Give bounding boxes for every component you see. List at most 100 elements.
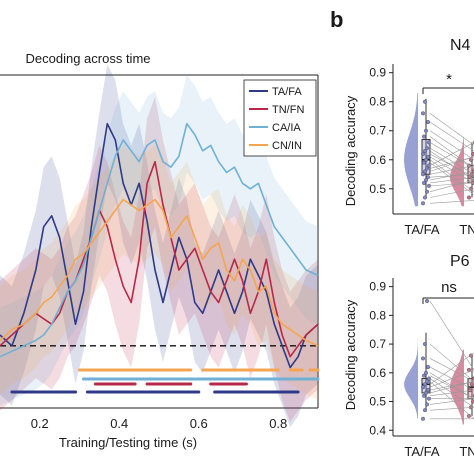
p6-category-label-1: TA/FA — [404, 444, 439, 459]
p6-category-label-2: TN — [459, 444, 474, 459]
x-tick-label: 0.2 — [31, 416, 49, 431]
p6-data-point — [425, 298, 430, 303]
p6-paired-line — [429, 372, 474, 399]
n4-y-tick-label: 0.6 — [369, 153, 386, 167]
n4-paired-line — [429, 147, 474, 175]
n4-data-point — [423, 195, 428, 200]
p6-data-point — [425, 402, 430, 407]
p6-y-tick-label: 0.4 — [369, 423, 386, 437]
n4-data-point — [422, 180, 427, 185]
p6-data-point — [425, 379, 430, 384]
n4-data-point — [421, 201, 426, 206]
legend: TA/FA TN/FN CA/IA CN/IN — [243, 79, 317, 157]
n4-paired-line — [429, 179, 474, 192]
n4-data-point — [421, 111, 426, 116]
p6-data-point — [427, 376, 432, 381]
time-decoding-chart: Decoding across time 0.2 0.4 0.6 0.8 Tra… — [0, 51, 320, 450]
n4-data-point — [427, 140, 432, 145]
p6-data-point — [424, 370, 429, 375]
p6-data-point — [469, 353, 474, 358]
p6-y-ticks: 0.4 0.5 0.6 0.7 0.8 0.9 — [369, 280, 393, 437]
p6-paired-line — [429, 358, 474, 382]
p6-data-point — [423, 408, 428, 413]
p6-data-point — [426, 365, 431, 370]
n4-category-label-2: TN — [459, 222, 474, 237]
p6-title: P6 — [450, 253, 470, 270]
p6-paired-line — [429, 398, 474, 405]
n4-box-1 — [421, 138, 431, 175]
n4-paired-line — [429, 130, 474, 161]
p6-y-tick-label: 0.8 — [369, 308, 386, 322]
n4-data-point — [423, 149, 428, 154]
p6-paired-line — [429, 406, 474, 411]
n4-paired-line — [429, 142, 474, 169]
p6-plot-area — [404, 298, 474, 425]
p6-data-point — [421, 356, 426, 361]
n4-data-point — [467, 195, 472, 200]
p6-violin-1 — [404, 326, 418, 419]
series-line-cn-in — [0, 198, 319, 347]
p6-paired-line — [429, 366, 474, 391]
n4-y-tick-label: 0.5 — [369, 182, 386, 196]
p6-violin-chart: P6 Decoding accuracy 0.40.50.60.70.80.9 … — [343, 253, 474, 459]
p6-paired-line — [429, 378, 474, 408]
p6-data-point — [421, 385, 426, 390]
n4-data-point — [425, 166, 430, 171]
p6-y-tick-label: 0.5 — [369, 395, 386, 409]
n4-title: N4 — [450, 37, 471, 54]
n4-data-point — [424, 157, 429, 162]
n4-category-label-1: TA/FA — [404, 222, 439, 237]
p6-significance-label: ns — [441, 279, 457, 296]
n4-y-tick-label: 0.7 — [369, 124, 386, 138]
n4-paired-line — [429, 188, 474, 198]
confidence-band-cn-in — [0, 145, 318, 400]
p6-y-tick-label: 0.7 — [369, 337, 386, 351]
n4-data-point — [421, 172, 426, 177]
x-tick-group: 0.2 0.4 0.6 0.8 — [31, 416, 288, 431]
p6-data-point — [422, 373, 427, 378]
series-lines — [0, 122, 319, 369]
x-axis-label: Training/Testing time (s) — [59, 435, 197, 450]
n4-paired-line — [429, 176, 474, 184]
x-tick-label: 0.8 — [269, 416, 287, 431]
p6-data-point — [423, 382, 428, 387]
n4-data-point — [426, 175, 431, 180]
confidence-band-ta-fa — [0, 64, 318, 428]
p6-data-point — [426, 388, 431, 393]
p6-data-point — [470, 382, 474, 387]
n4-paired-line — [429, 156, 474, 172]
p6-y-axis-label: Decoding accuracy — [343, 299, 358, 410]
confidence-band-ca-ia — [0, 75, 318, 406]
n4-data-point — [426, 120, 431, 125]
n4-violin-chart: N4 Decoding accuracy 0.5 0.6 0.7 0.8 0.9 * T… — [343, 37, 474, 237]
p6-data-point — [471, 399, 474, 404]
p6-data-point — [421, 416, 426, 421]
legend-label-tn-fn: TN/FN — [272, 104, 304, 116]
n4-data-point — [471, 151, 474, 156]
n4-paired-line — [429, 182, 474, 187]
legend-label-ta-fa: TA/FA — [272, 86, 302, 98]
n4-data-point — [425, 146, 430, 151]
time-chart-title: Decoding across time — [26, 51, 151, 66]
n4-paired-line — [429, 156, 474, 184]
n4-y-ticks: 0.5 0.6 0.7 0.8 0.9 — [369, 66, 393, 196]
p6-data-point — [422, 393, 427, 398]
p6-data-point — [424, 390, 429, 395]
p6-violin-2 — [450, 349, 464, 425]
n4-paired-line — [429, 113, 474, 146]
n4-data-point — [422, 160, 427, 165]
n4-violin-2 — [450, 136, 464, 207]
series-line-ta-fa — [0, 122, 319, 369]
n4-data-point — [424, 128, 429, 133]
n4-violin-1 — [404, 93, 418, 207]
p6-paired-line — [429, 343, 474, 382]
p6-paired-line — [429, 375, 474, 399]
x-tick-label: 0.4 — [110, 416, 128, 431]
legend-box — [243, 79, 317, 157]
p6-y-tick-label: 0.6 — [369, 366, 386, 380]
p6-paired-line — [429, 300, 474, 371]
n4-y-tick-label: 0.8 — [369, 95, 386, 109]
n4-data-point — [427, 163, 432, 168]
n4-significance-label: * — [446, 71, 452, 88]
series-line-ca-ia — [0, 122, 319, 358]
